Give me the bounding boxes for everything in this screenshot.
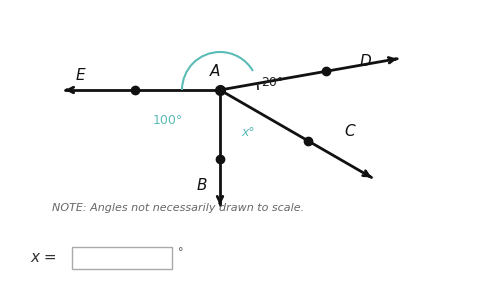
- Text: NOTE: Angles not necessarily drawn to scale.: NOTE: Angles not necessarily drawn to sc…: [52, 203, 304, 213]
- Text: 20°: 20°: [261, 75, 283, 88]
- Text: B: B: [197, 178, 207, 192]
- Text: A: A: [210, 64, 220, 80]
- Text: x =: x =: [30, 250, 56, 265]
- Text: E: E: [75, 68, 85, 84]
- Text: °: °: [178, 247, 184, 257]
- Text: D: D: [359, 54, 371, 70]
- Text: x°: x°: [241, 126, 255, 139]
- FancyBboxPatch shape: [72, 247, 172, 269]
- Text: C: C: [344, 125, 356, 140]
- Text: 100°: 100°: [153, 113, 183, 126]
